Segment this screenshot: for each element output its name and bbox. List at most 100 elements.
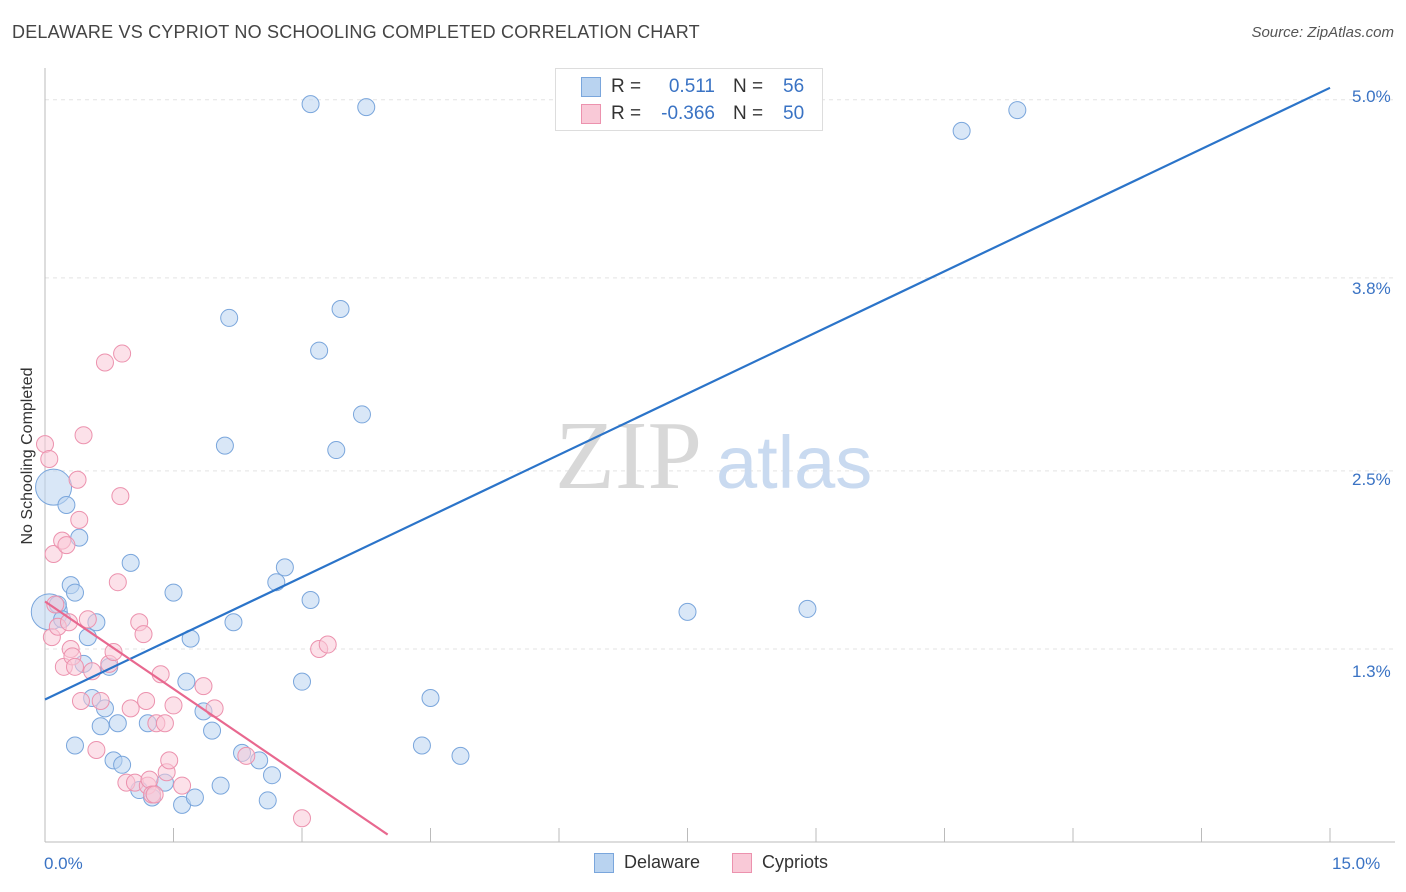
cypriots-point xyxy=(237,746,256,765)
cypriots-point xyxy=(205,699,224,718)
cypriots-point xyxy=(65,657,84,676)
cypriots-point xyxy=(108,573,127,592)
y-tick-label: 3.8% xyxy=(1352,279,1391,298)
delaware-point xyxy=(57,495,76,514)
delaware-point xyxy=(412,736,431,755)
delaware-point xyxy=(327,441,346,460)
x-tick-label-min: 0.0% xyxy=(44,854,83,873)
legend-swatch-delaware xyxy=(581,77,601,97)
y-tick-label: 2.5% xyxy=(1352,470,1391,489)
x-tick-label-max: 15.0% xyxy=(1332,854,1381,873)
delaware-point xyxy=(224,613,243,632)
legend-label-delaware: Delaware xyxy=(624,852,701,872)
cypriots-point xyxy=(145,785,164,804)
delaware-point xyxy=(91,717,110,736)
cypriots-point xyxy=(113,344,132,363)
legend-swatch-cypriots xyxy=(732,852,753,873)
r-value: 0.511 xyxy=(668,76,715,97)
trend-lines xyxy=(44,86,1331,836)
cypriots-point xyxy=(173,776,192,795)
n-value: 50 xyxy=(783,103,805,124)
delaware-point xyxy=(108,714,127,733)
cypriots-point xyxy=(71,691,90,710)
n-label: N = xyxy=(733,103,764,124)
series-legend: Delaware Cypriots xyxy=(594,852,860,873)
delaware-point xyxy=(331,300,350,319)
delaware-point xyxy=(421,688,440,707)
cypriots-point xyxy=(78,610,97,629)
cypriots-point xyxy=(134,625,153,644)
cypriots-point xyxy=(95,353,114,372)
legend-item-delaware[interactable]: Delaware xyxy=(594,852,700,873)
cypriots-point xyxy=(57,536,76,555)
delaware-point xyxy=(215,436,234,455)
cypriots-trend-line xyxy=(44,600,389,836)
r-label: R = xyxy=(611,103,642,124)
delaware-point xyxy=(203,721,222,740)
source-label: Source: ZipAtlas.com xyxy=(1251,24,1394,41)
delaware-point xyxy=(263,766,282,785)
delaware-point xyxy=(275,558,294,577)
cypriots-point xyxy=(293,809,311,828)
legend-row-cypriots: R = -0.366 N = 50 xyxy=(556,101,804,127)
delaware-point xyxy=(211,776,230,795)
delaware-point xyxy=(301,591,320,610)
y-tick-label: 1.3% xyxy=(1352,662,1391,681)
legend-item-cypriots[interactable]: Cypriots xyxy=(732,852,828,873)
legend-swatch-delaware xyxy=(594,852,614,873)
delaware-point xyxy=(65,583,84,602)
delaware-point xyxy=(185,788,204,807)
delaware-point xyxy=(113,755,132,774)
delaware-point xyxy=(177,672,196,691)
n-value: 56 xyxy=(783,76,805,97)
cypriots-point xyxy=(70,510,89,529)
delaware-point xyxy=(352,405,371,424)
delaware-trend-line xyxy=(44,86,1331,701)
cypriots-point xyxy=(104,642,123,661)
delaware-point xyxy=(952,121,971,140)
cypriots-point xyxy=(160,751,179,770)
n-label: N = xyxy=(733,76,764,97)
cypriots-point xyxy=(155,714,174,733)
cypriots-point xyxy=(36,435,54,454)
watermark-atlas: atlas xyxy=(716,421,872,504)
delaware-point xyxy=(301,95,320,114)
cypriots-point xyxy=(121,699,140,718)
cypriots-point xyxy=(318,635,337,654)
cypriots-point xyxy=(68,470,87,489)
data-points xyxy=(30,95,1027,828)
y-tick-label: 5.0% xyxy=(1352,87,1391,106)
delaware-point xyxy=(1008,101,1027,120)
cypriots-point xyxy=(44,544,63,563)
delaware-point xyxy=(121,553,140,572)
delaware-point xyxy=(65,736,84,755)
cypriots-point xyxy=(111,487,130,506)
cypriots-point xyxy=(194,677,213,696)
cypriots-point xyxy=(46,595,65,614)
delaware-point xyxy=(357,98,376,117)
delaware-point xyxy=(258,791,277,810)
cypriots-point xyxy=(74,426,93,445)
delaware-point xyxy=(267,573,286,592)
delaware-point xyxy=(293,672,311,691)
legend-row-delaware: R = 0.511 N = 56 xyxy=(556,74,804,100)
legend-swatch-cypriots xyxy=(581,104,601,124)
watermark: ZIP atlas xyxy=(555,402,872,510)
cypriots-point xyxy=(164,696,183,715)
chart-title: DELAWARE VS CYPRIOT NO SCHOOLING COMPLET… xyxy=(12,22,700,42)
cypriots-point xyxy=(137,691,156,710)
r-label: R = xyxy=(611,76,642,97)
stats-legend: R = 0.511 N = 56 R = -0.366 N = 50 xyxy=(555,68,823,131)
delaware-point xyxy=(35,468,73,506)
gridlines xyxy=(45,99,1395,650)
cypriots-point xyxy=(91,691,110,710)
delaware-point xyxy=(678,602,697,621)
legend-label-cypriots: Cypriots xyxy=(762,852,829,872)
cypriots-point xyxy=(40,449,59,468)
delaware-point xyxy=(310,341,329,360)
delaware-point xyxy=(451,746,470,765)
delaware-point xyxy=(164,583,183,602)
watermark-zip: ZIP xyxy=(555,402,702,510)
cypriots-point xyxy=(87,740,106,759)
